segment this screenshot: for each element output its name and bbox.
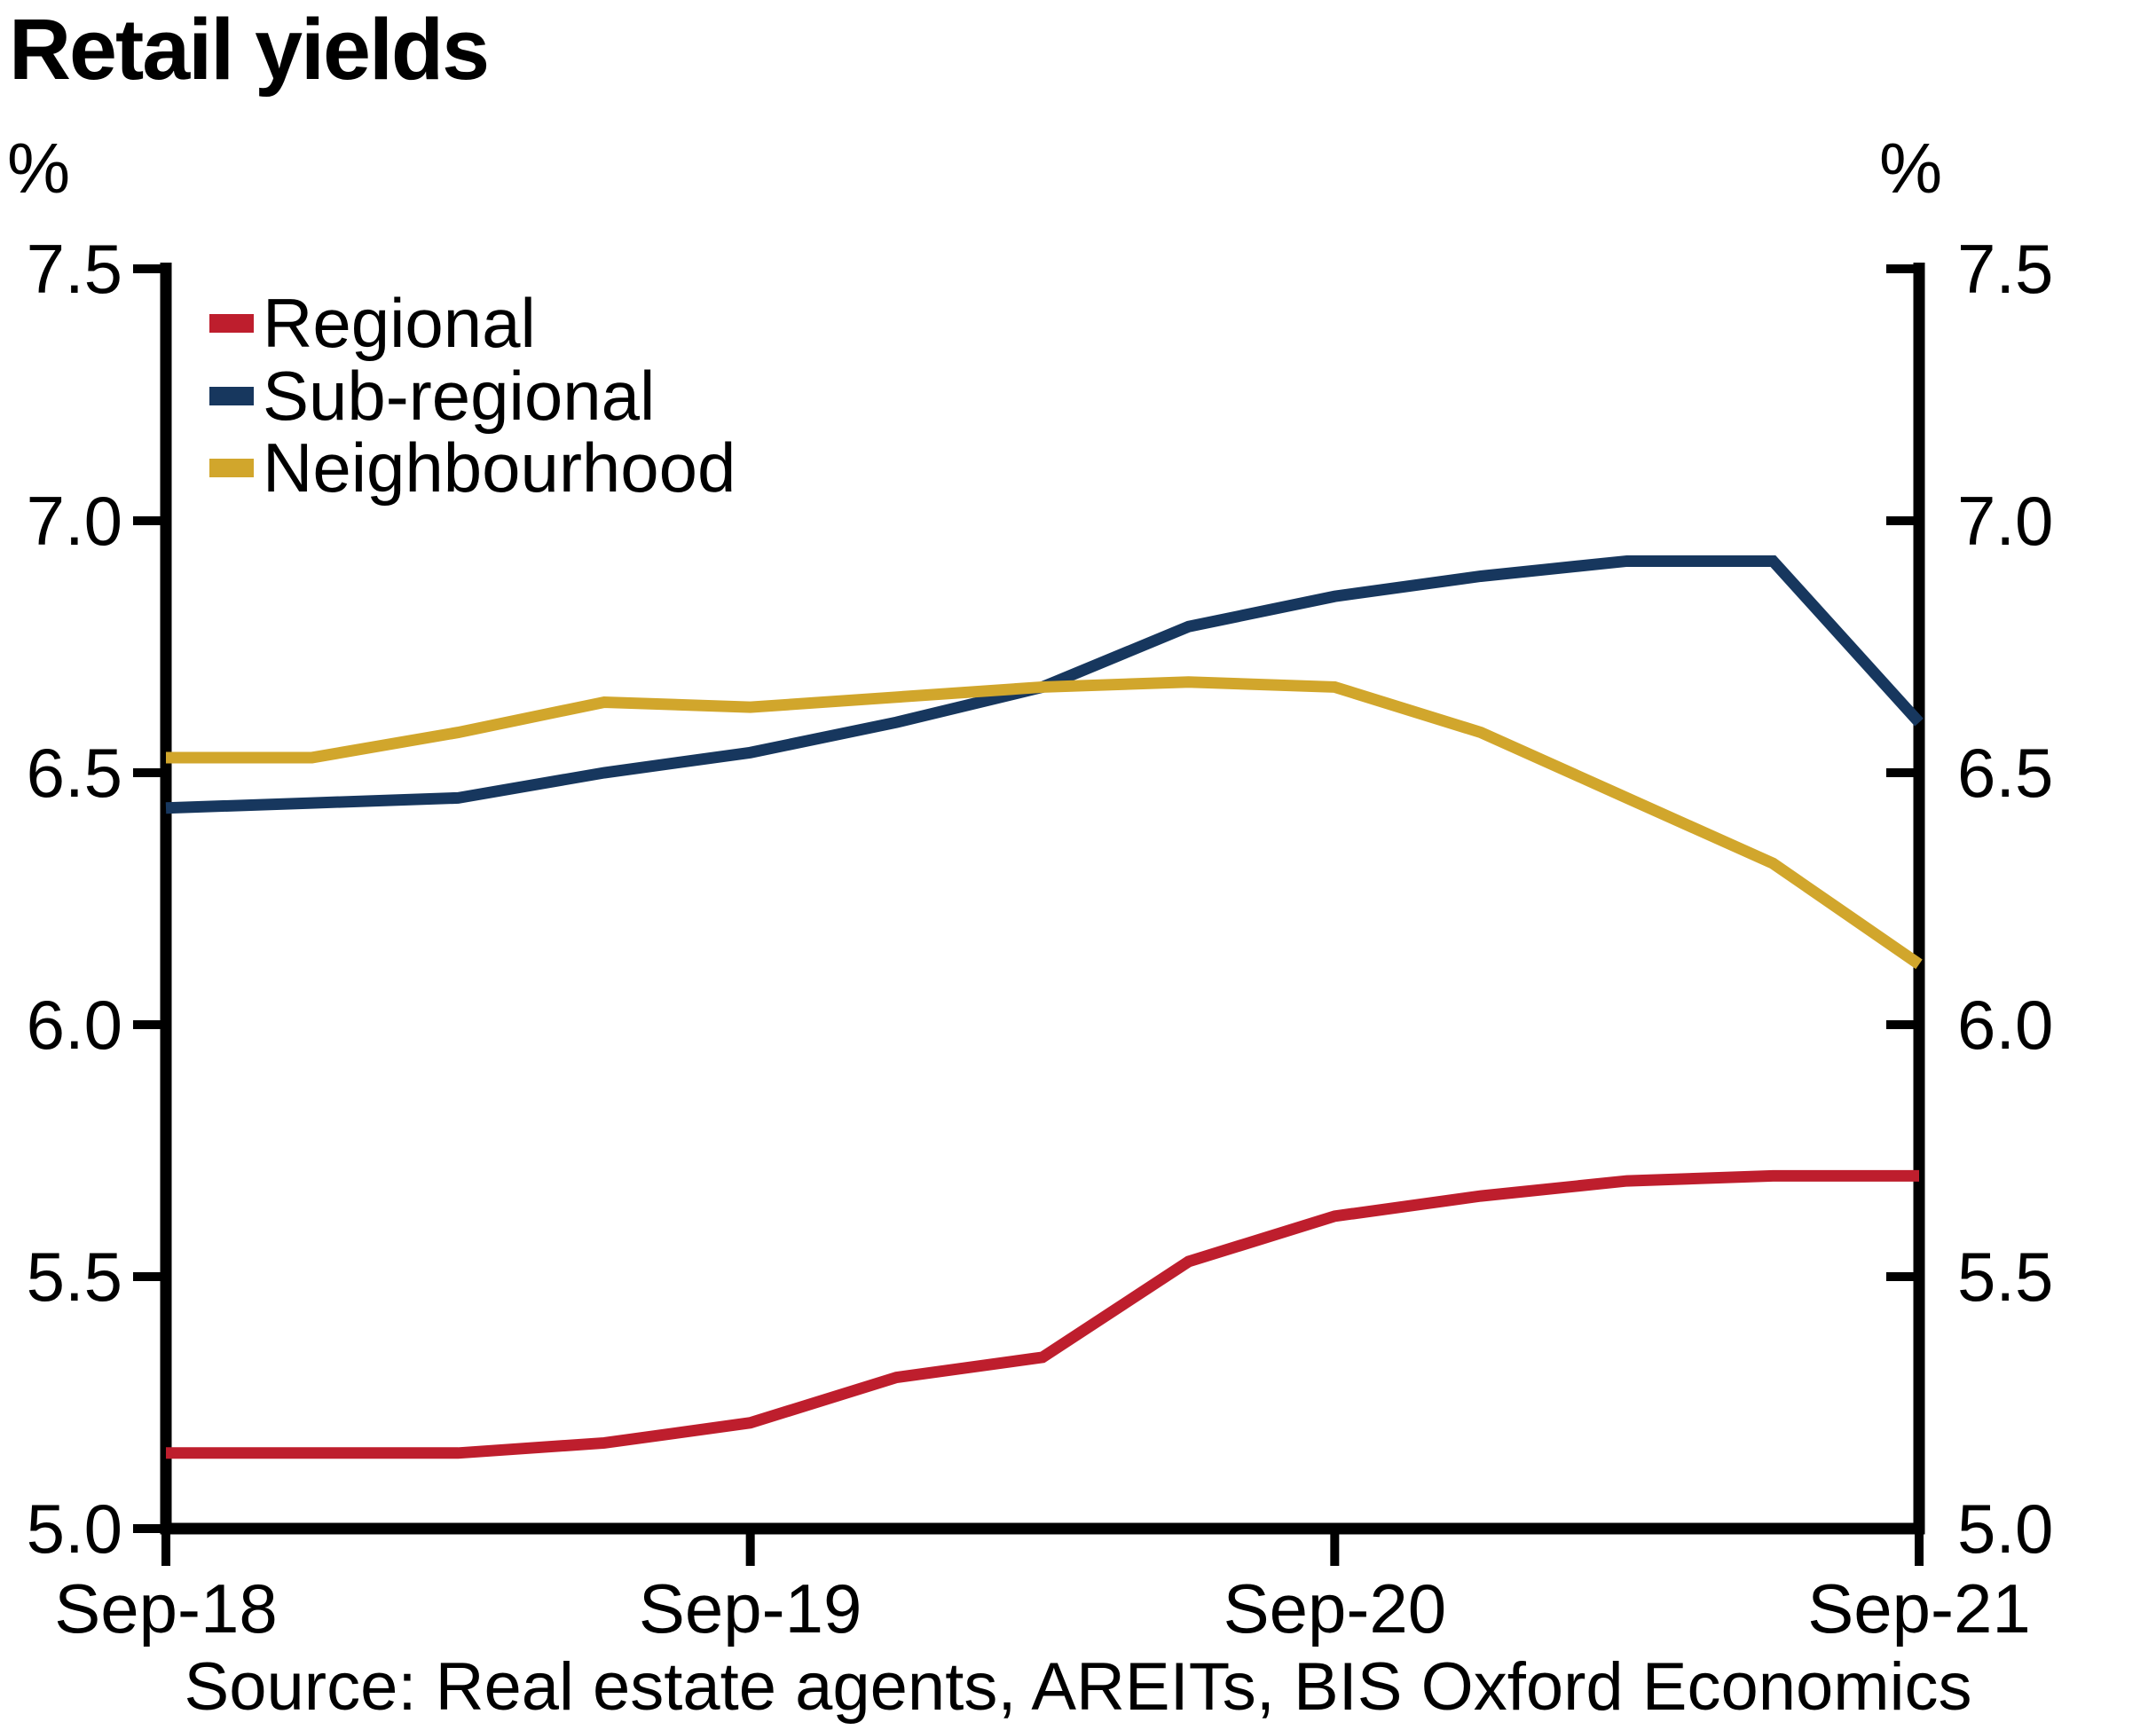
page-title: Retail yields: [9, 1, 490, 98]
series-line-regional: [166, 1169, 1919, 1459]
legend-swatch-neighbourhood: [209, 458, 254, 477]
y-tick-label: 5.5: [1957, 1238, 2054, 1316]
legend-label: Neighbourhood: [263, 429, 736, 507]
legend-item-regional: Regional: [209, 286, 536, 360]
y-tick-label: 5.5: [26, 1238, 122, 1316]
series-line-neighbourhood: [166, 676, 1923, 970]
y-tick-label: 6.5: [1957, 734, 2054, 812]
y-tick-label: 7.5: [26, 230, 122, 308]
x-tick-label: Sep-18: [54, 1569, 278, 1647]
y-axis-unit-right: %: [1879, 129, 1943, 208]
x-tick-label: Sep-21: [1807, 1569, 2031, 1647]
y-tick-label: 7.0: [1957, 482, 2054, 560]
legend-swatch-regional: [209, 313, 254, 333]
legend-item-sub-regional: Sub-regional: [209, 358, 655, 433]
y-tick-label: 5.0: [26, 1490, 122, 1568]
y-tick-label: 6.0: [26, 986, 122, 1064]
legend-item-neighbourhood: Neighbourhood: [209, 430, 736, 505]
y-tick-label: 7.5: [1957, 230, 2054, 308]
x-tick-label: Sep-20: [1223, 1569, 1447, 1647]
x-tick-label: Sep-19: [638, 1569, 862, 1647]
y-tick-label: 5.0: [1957, 1490, 2054, 1568]
source-note: Source: Real estate agents, AREITs, BIS …: [184, 1649, 1972, 1725]
legend-label: Sub-regional: [263, 357, 656, 435]
y-tick-label: 6.0: [1957, 986, 2054, 1064]
y-tick-label: 7.0: [26, 482, 122, 560]
legend-label: Regional: [263, 284, 536, 362]
y-axis-unit-left: %: [7, 129, 71, 208]
legend-swatch-sub-regional: [209, 386, 254, 405]
y-tick-label: 6.5: [26, 734, 122, 812]
